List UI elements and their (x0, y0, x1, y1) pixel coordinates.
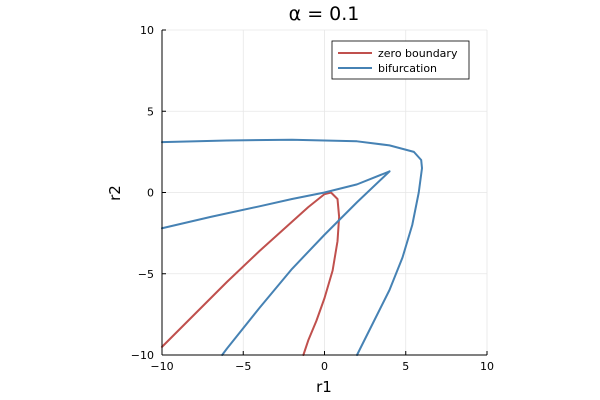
x-tick-label-2: 0 (321, 360, 328, 373)
x-tick-label-0: −10 (150, 360, 173, 373)
chart-title: α = 0.1 (289, 3, 360, 25)
legend-box (331, 40, 470, 80)
x-tick-label-3: 5 (402, 360, 409, 373)
x-tick-label-4: 10 (480, 360, 494, 373)
x-axis-label: r1 (316, 378, 332, 396)
y-tick-label-4: 10 (140, 24, 154, 37)
y-tick-label-1: −5 (138, 268, 154, 281)
series-1-line-0 (161, 138, 423, 356)
legend-label-0: zero boundary (378, 47, 458, 60)
y-tick-label-0: −10 (131, 349, 154, 362)
series-0-line-0 (161, 191, 341, 356)
legend: zero boundary bifurcation (331, 40, 470, 80)
ticks: −10 −5 0 5 10 −10 −5 0 5 10 (131, 24, 494, 373)
legend-label-1: bifurcation (378, 62, 437, 75)
series-layer (161, 138, 423, 356)
y-tick-label-3: 5 (147, 105, 154, 118)
y-tick-label-2: 0 (147, 187, 154, 200)
x-tick-label-1: −5 (235, 360, 251, 373)
series-1-line-1 (161, 170, 391, 230)
series-1-line-2 (221, 170, 391, 356)
y-axis-label: r2 (106, 185, 124, 201)
